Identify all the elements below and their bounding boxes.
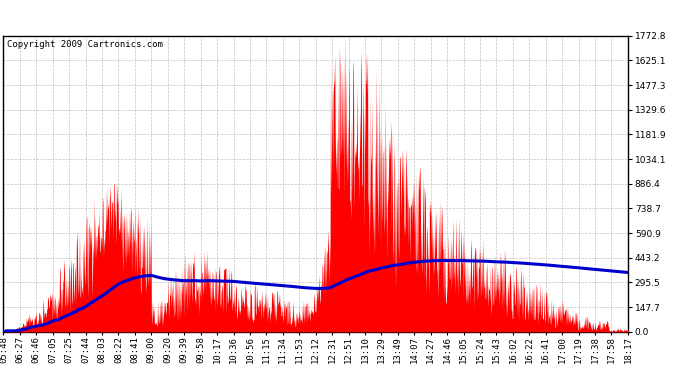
Text: East Array Actual Power (red) & Running Average Power (Watts blue) Fri Jun 19 18: East Array Actual Power (red) & Running … <box>34 11 656 24</box>
Text: Copyright 2009 Cartronics.com: Copyright 2009 Cartronics.com <box>7 40 162 49</box>
